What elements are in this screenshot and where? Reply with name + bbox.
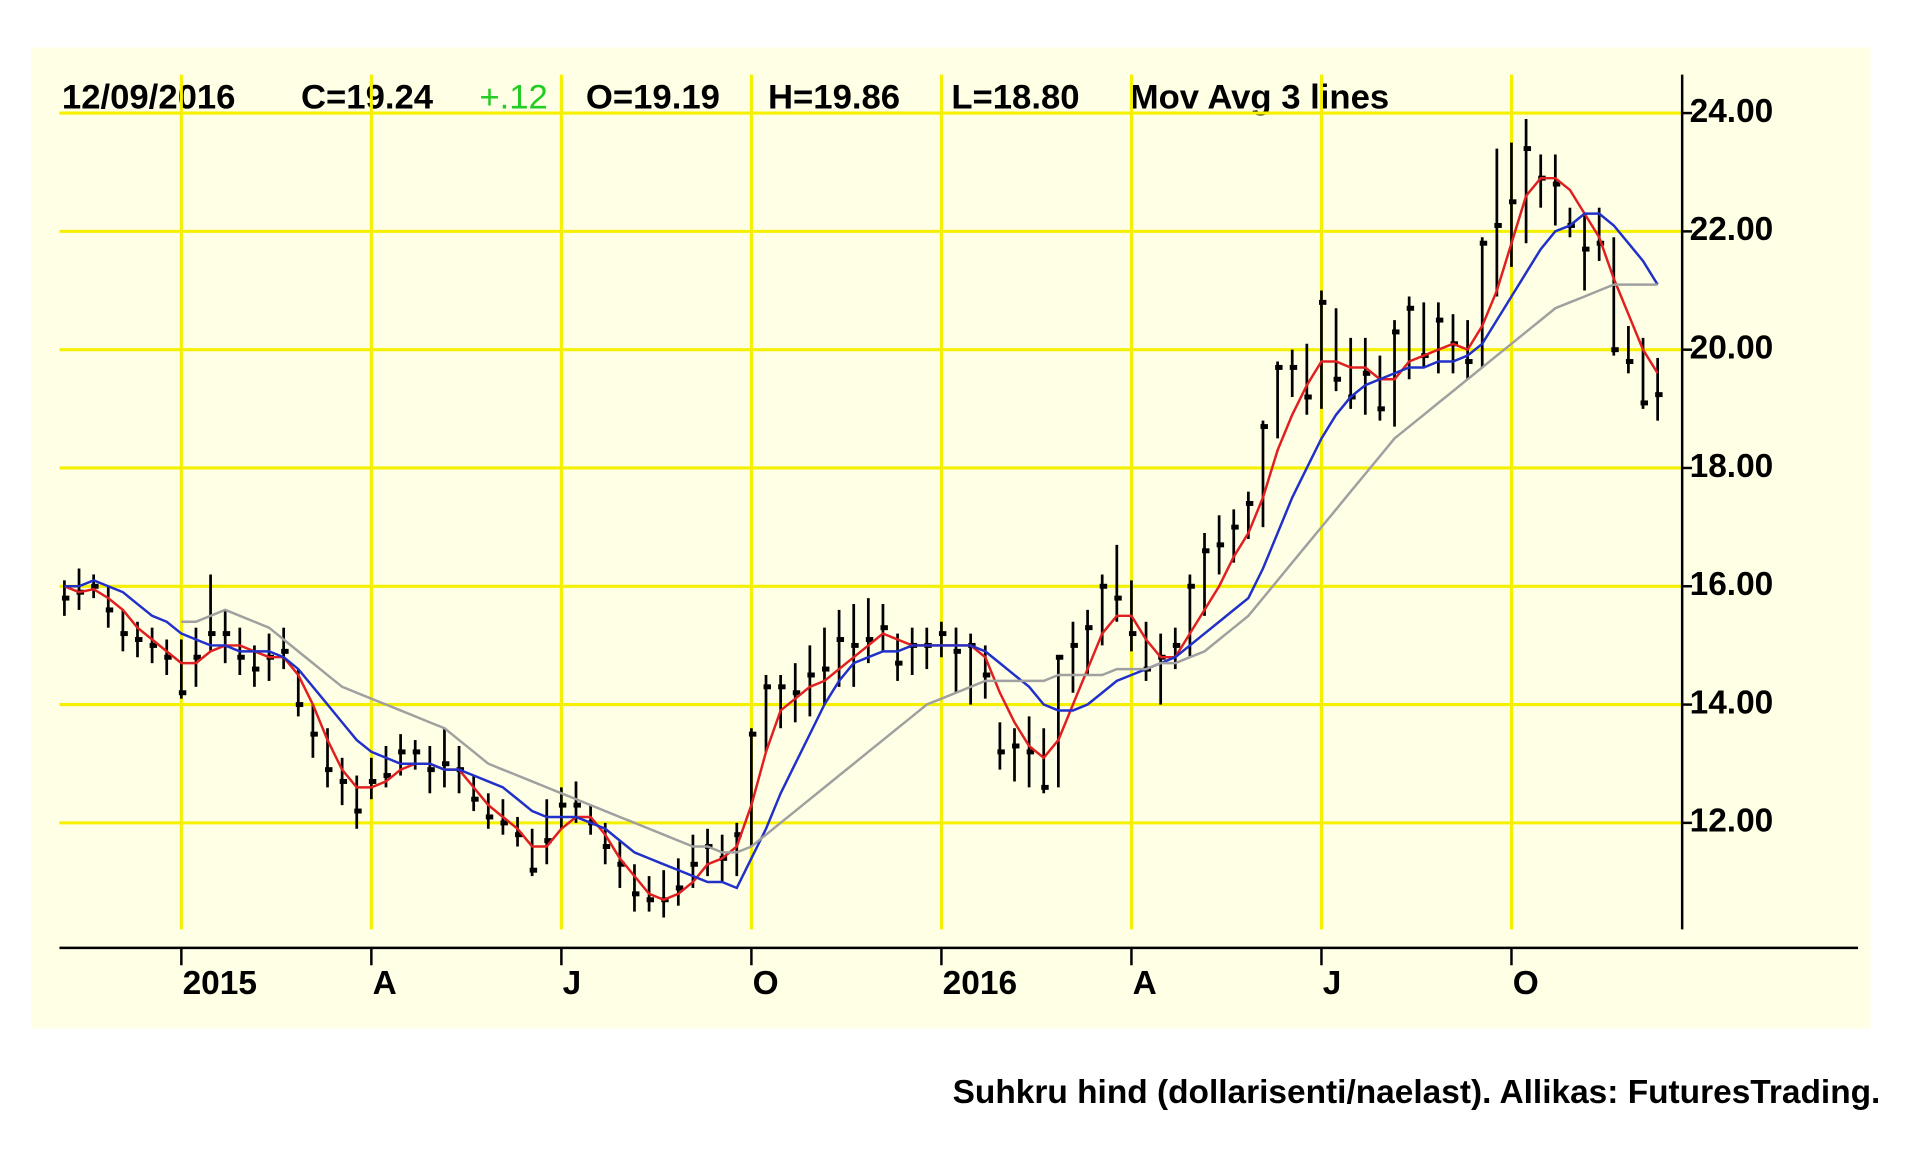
moving-average-line <box>63 176 1659 902</box>
header-open: O=19.19 <box>586 79 720 117</box>
x-tick-label: O <box>1513 965 1539 1002</box>
moving-average-line <box>181 283 1658 854</box>
header-low: L=18.80 <box>951 79 1079 117</box>
header-change: +.12 <box>479 79 547 117</box>
x-tick-label: A <box>373 965 397 1002</box>
y-tick-label: 12.00 <box>1690 803 1774 840</box>
caption: Suhkru hind (dollarisenti/naelast). Alli… <box>953 1074 1881 1111</box>
header-high: H=19.86 <box>768 79 900 117</box>
y-tick-label: 20.00 <box>1690 330 1774 367</box>
y-tick-label: 16.00 <box>1690 566 1774 603</box>
y-tick-label: 24.00 <box>1690 93 1774 130</box>
plot-background <box>30 47 1871 1029</box>
moving-average-line <box>64 212 1659 890</box>
x-tick-label: 2015 <box>183 965 257 1002</box>
header-date: 12/09/2016 <box>62 79 236 117</box>
y-tick-label: 18.00 <box>1690 448 1774 485</box>
header-indicator: Mov Avg 3 lines <box>1130 79 1389 117</box>
y-tick-label: 14.00 <box>1690 684 1774 721</box>
x-tick-label: A <box>1133 965 1157 1002</box>
x-tick-label: O <box>753 965 779 1002</box>
header-close: C=19.24 <box>301 79 434 117</box>
x-tick-label: 2016 <box>943 965 1017 1002</box>
x-tick-label: J <box>1323 965 1342 1002</box>
y-tick-label: 22.00 <box>1690 211 1774 248</box>
x-tick-label: J <box>563 965 582 1002</box>
